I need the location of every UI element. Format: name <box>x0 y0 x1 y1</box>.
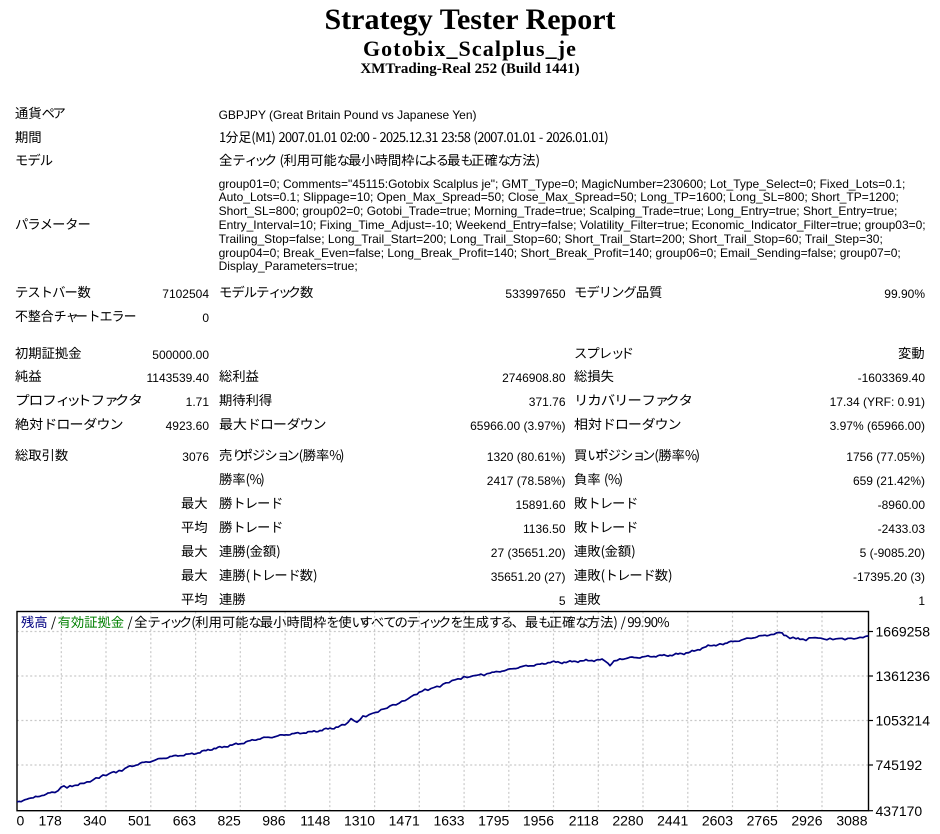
svg-text:1633: 1633 <box>433 813 464 829</box>
svg-text:1795: 1795 <box>478 813 509 829</box>
svg-text:0: 0 <box>17 813 25 829</box>
svg-text:2926: 2926 <box>791 813 822 829</box>
svg-text:437170: 437170 <box>876 803 923 819</box>
svg-text:2765: 2765 <box>747 813 778 829</box>
svg-text:2280: 2280 <box>612 813 643 829</box>
svg-text:745192: 745192 <box>876 757 923 773</box>
svg-text:2118: 2118 <box>569 813 599 829</box>
svg-text:2603: 2603 <box>702 813 733 829</box>
svg-text:340: 340 <box>83 813 107 829</box>
svg-text:1310: 1310 <box>344 813 375 829</box>
svg-text:986: 986 <box>262 813 286 829</box>
svg-text:1361236: 1361236 <box>876 668 931 684</box>
svg-text:1148: 1148 <box>300 813 330 829</box>
svg-text:178: 178 <box>38 813 62 829</box>
svg-text:2441: 2441 <box>657 813 688 829</box>
svg-text:1669258: 1669258 <box>876 624 931 640</box>
svg-text:501: 501 <box>128 813 152 829</box>
svg-text:3088: 3088 <box>836 813 867 829</box>
svg-text:825: 825 <box>217 813 241 829</box>
svg-text:1471: 1471 <box>389 813 420 829</box>
svg-text:663: 663 <box>173 813 197 829</box>
svg-text:1053214: 1053214 <box>876 713 931 729</box>
svg-text:1956: 1956 <box>523 813 554 829</box>
